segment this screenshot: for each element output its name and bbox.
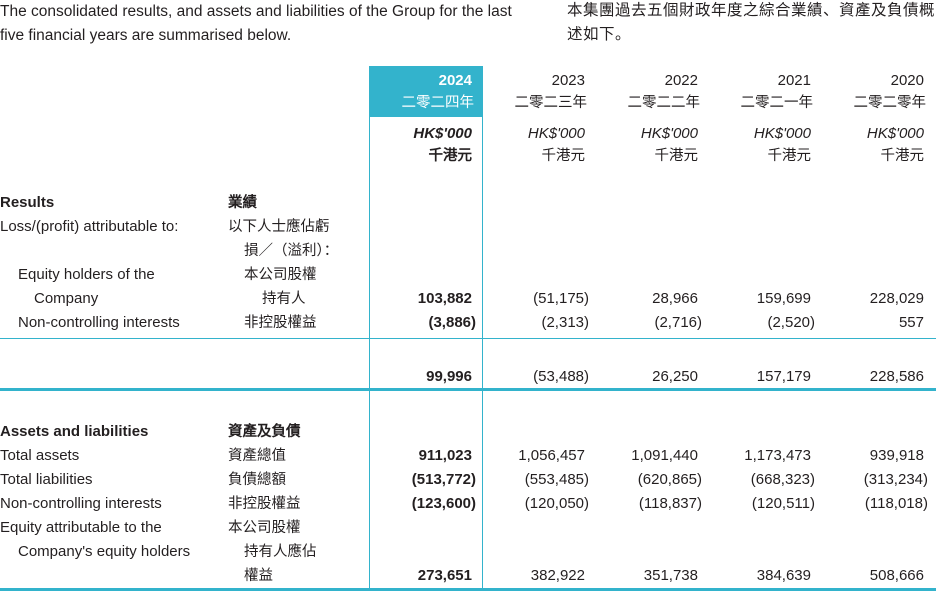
results-equity-value: 28,966 xyxy=(652,290,698,307)
assets-equity-value: 508,666 xyxy=(869,567,924,584)
results-heading-zh: 業績 xyxy=(228,195,257,211)
intro-text-zh: 本集團過去五個財政年度之綜合業績、資產及負債概述如下。 xyxy=(567,1,936,43)
results-equity-value: (51,175) xyxy=(533,290,589,307)
col-unit-zh-2024: 千港元 xyxy=(428,148,473,164)
results-equity-value: 159,699 xyxy=(756,290,811,307)
col-year-2020: 2020 xyxy=(890,72,924,89)
col-unit-2020: HK$'000 xyxy=(866,125,924,142)
highlight-column xyxy=(369,117,483,591)
col-unit-2024: HK$'000 xyxy=(413,125,472,142)
assets-heading: Assets and liabilities xyxy=(0,423,149,440)
intro-text-en: The consolidated results, and assets and… xyxy=(0,3,512,44)
divider-line xyxy=(0,338,936,339)
col-unit-zh-2021: 千港元 xyxy=(767,148,812,164)
total-liab-label-zh: 負債總額 xyxy=(228,472,286,488)
col-year-zh-2022: 二零二二年 xyxy=(627,95,701,111)
total-liab-value: (513,772) xyxy=(411,471,476,488)
results-total-value: 99,996 xyxy=(426,368,472,385)
results-total-value: 228,586 xyxy=(869,368,924,385)
assets-equity-value: 382,922 xyxy=(530,567,585,584)
results-nci-label-zh: 非控股權益 xyxy=(244,315,317,331)
col-unit-zh-2020: 千港元 xyxy=(880,148,925,164)
attrib-label-zh-1: 以下人士應佔虧 xyxy=(228,219,330,235)
assets-equity-label-zh-2: 持有人應佔 xyxy=(244,544,317,560)
results-total-value: 157,179 xyxy=(756,368,811,385)
assets-equity-label-2: Company's equity holders xyxy=(18,543,191,560)
assets-nci-value: (118,837) xyxy=(638,495,702,512)
assets-equity-value: 384,639 xyxy=(756,567,811,584)
col-unit-2022: HK$'000 xyxy=(640,125,698,142)
total-underline xyxy=(0,388,936,391)
results-nci-value: (2,520) xyxy=(767,314,815,331)
results-nci-value: (2,313) xyxy=(541,314,589,331)
total-assets-label: Total assets xyxy=(0,447,80,464)
col-unit-zh-2023: 千港元 xyxy=(541,148,586,164)
results-heading: Results xyxy=(0,194,55,211)
results-nci-value: (3,886) xyxy=(428,314,476,331)
col-year-2022: 2022 xyxy=(664,72,698,89)
assets-equity-label-1: Equity attributable to the xyxy=(0,519,162,536)
col-year-2023: 2023 xyxy=(551,72,585,89)
results-equity-label-1: Equity holders of the xyxy=(18,266,155,283)
results-nci-value: (2,716) xyxy=(654,314,702,331)
results-equity-label-2: Company xyxy=(34,290,99,307)
col-year-zh-2021: 二零二一年 xyxy=(740,95,814,111)
bottom-rule xyxy=(0,588,936,591)
assets-nci-value: (120,050) xyxy=(524,495,589,512)
assets-equity-label-zh-3: 權益 xyxy=(244,568,273,584)
col-year-zh-2020: 二零二零年 xyxy=(853,95,927,111)
total-liab-label: Total liabilities xyxy=(0,471,93,488)
assets-nci-value: (123,600) xyxy=(411,495,476,512)
col-unit-zh-2022: 千港元 xyxy=(654,148,699,164)
total-assets-label-zh: 資產總值 xyxy=(228,448,286,464)
col-year-2024: 2024 xyxy=(438,72,472,89)
col-unit-2021: HK$'000 xyxy=(753,125,811,142)
total-assets-value: 1,056,457 xyxy=(518,447,585,464)
col-year-zh-2024: 二零二四年 xyxy=(401,95,475,111)
total-assets-value: 1,173,473 xyxy=(744,447,811,464)
assets-equity-label-zh-1: 本公司股權 xyxy=(228,520,301,536)
assets-nci-label: Non-controlling interests xyxy=(0,495,162,512)
total-assets-value: 939,918 xyxy=(869,447,924,464)
results-equity-value: 228,029 xyxy=(869,290,924,307)
results-total-value: (53,488) xyxy=(533,368,589,385)
total-liab-value: (553,485) xyxy=(524,471,589,488)
highlight-header-band xyxy=(369,66,483,117)
results-total-value: 26,250 xyxy=(652,368,698,385)
assets-heading-zh: 資產及負債 xyxy=(228,424,301,440)
col-year-zh-2023: 二零二三年 xyxy=(514,95,588,111)
attrib-label: Loss/(profit) attributable to: xyxy=(0,218,179,235)
total-assets-value: 1,091,440 xyxy=(631,447,698,464)
total-liab-value: (620,865) xyxy=(637,471,702,488)
assets-nci-value: (118,018) xyxy=(864,495,928,512)
col-unit-2023: HK$'000 xyxy=(527,125,585,142)
attrib-label-zh-2: 損／（溢利）： xyxy=(244,243,339,259)
results-nci-value: 557 xyxy=(898,314,924,331)
total-assets-value: 911,023 xyxy=(418,447,472,464)
total-liab-value: (313,234) xyxy=(863,471,928,488)
results-equity-value: 103,882 xyxy=(417,290,472,307)
assets-equity-value: 273,651 xyxy=(417,567,472,584)
assets-nci-value: (120,511) xyxy=(751,495,815,512)
total-liab-value: (668,323) xyxy=(750,471,815,488)
results-equity-label-zh-1: 本公司股權 xyxy=(244,267,317,283)
results-nci-label: Non-controlling interests xyxy=(18,314,180,331)
col-year-2021: 2021 xyxy=(777,72,811,89)
results-equity-label-zh-2: 持有人 xyxy=(262,291,306,307)
assets-equity-value: 351,738 xyxy=(643,567,698,584)
assets-nci-label-zh: 非控股權益 xyxy=(228,496,301,512)
